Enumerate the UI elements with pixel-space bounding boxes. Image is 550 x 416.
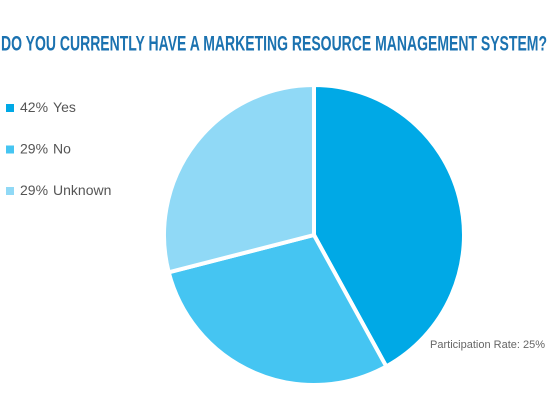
legend-label: 29% Unknown xyxy=(20,182,111,198)
annotation: Participation Rate: 25% xyxy=(430,339,545,351)
legend-value: 29% xyxy=(20,140,48,156)
legend-category: No xyxy=(53,140,71,156)
legend-swatch xyxy=(6,145,14,154)
legend-category: Yes xyxy=(53,99,76,115)
chart-title: DO YOU CURRENTLY HAVE A MARKETING RESOUR… xyxy=(1,33,547,56)
legend-value: 29% xyxy=(20,182,48,198)
pie-slice xyxy=(166,233,389,387)
pie-slice xyxy=(312,83,466,369)
legend-value: 42% xyxy=(20,99,48,115)
legend-label: 29% No xyxy=(20,140,71,156)
legend-swatch xyxy=(6,104,14,112)
legend-swatch xyxy=(6,187,14,195)
legend-category: Unknown xyxy=(53,182,111,198)
pie-slice xyxy=(162,83,316,275)
legend-label: 42% Yes xyxy=(20,99,76,115)
